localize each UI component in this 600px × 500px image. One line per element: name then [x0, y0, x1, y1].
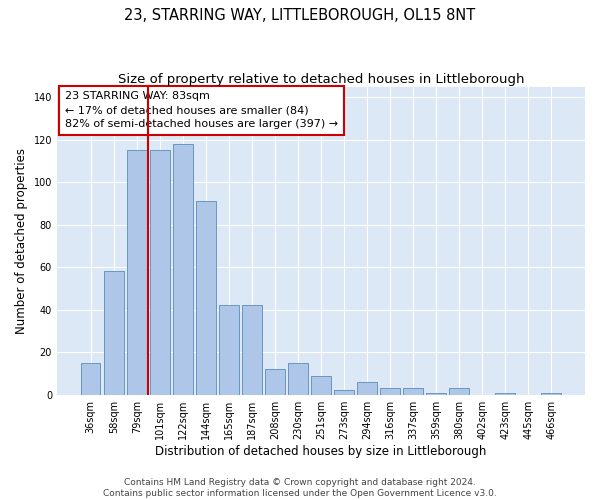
Text: 23, STARRING WAY, LITTLEBOROUGH, OL15 8NT: 23, STARRING WAY, LITTLEBOROUGH, OL15 8N… — [124, 8, 476, 22]
Bar — [357, 382, 377, 394]
Bar — [449, 388, 469, 394]
Bar — [265, 369, 284, 394]
X-axis label: Distribution of detached houses by size in Littleborough: Distribution of detached houses by size … — [155, 444, 487, 458]
Bar — [380, 388, 400, 394]
Bar — [127, 150, 146, 394]
Bar — [150, 150, 170, 394]
Bar — [541, 392, 561, 394]
Bar — [104, 272, 124, 394]
Bar — [311, 376, 331, 394]
Bar — [288, 363, 308, 394]
Bar — [81, 363, 100, 394]
Bar — [219, 306, 239, 394]
Bar — [334, 390, 354, 394]
Bar — [173, 144, 193, 395]
Bar — [403, 388, 423, 394]
Bar — [426, 392, 446, 394]
Text: 23 STARRING WAY: 83sqm
← 17% of detached houses are smaller (84)
82% of semi-det: 23 STARRING WAY: 83sqm ← 17% of detached… — [65, 92, 338, 130]
Text: Contains HM Land Registry data © Crown copyright and database right 2024.
Contai: Contains HM Land Registry data © Crown c… — [103, 478, 497, 498]
Title: Size of property relative to detached houses in Littleborough: Size of property relative to detached ho… — [118, 72, 524, 86]
Bar — [496, 392, 515, 394]
Bar — [242, 306, 262, 394]
Bar — [196, 202, 215, 394]
Y-axis label: Number of detached properties: Number of detached properties — [15, 148, 28, 334]
